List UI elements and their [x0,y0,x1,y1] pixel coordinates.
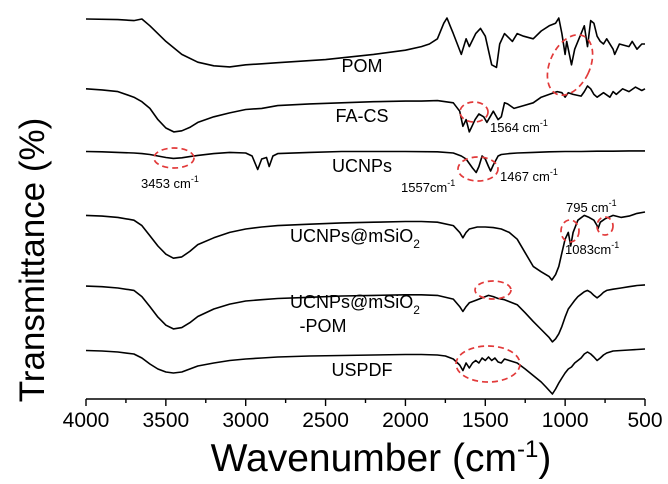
peak-annotation-unit-sup: -1 [540,118,548,128]
x-tick-label: 500 [627,409,662,432]
peak-annotation: 1564 cm-1 [490,118,548,135]
series-label-main: FA-CS [335,106,388,126]
x-axis-title: Wavenumber (cm-1) [211,436,552,480]
x-tick-label: 3500 [142,409,189,432]
series-line-ucnps [85,150,645,174]
peak-annotation-value: 3453 cm [141,176,191,191]
x-axis-title-sup: -1 [517,436,538,463]
x-tick-label: 2000 [382,409,429,432]
series-label: UCNPs [332,156,392,176]
x-tick-label: 1500 [462,409,509,432]
series-line-pom [85,17,645,69]
series-label-main: USPDF [331,360,392,380]
series-label-main: UCNPs@mSiO [290,226,413,246]
highlight-ellipse [596,216,614,236]
highlight-ellipse [560,219,580,243]
series-label: UCNPs@mSiO2 [290,226,420,251]
x-tick-label: 4000 [63,409,110,432]
series-label-line2: -POM [300,316,347,336]
x-tick-label: 3000 [222,409,269,432]
peak-annotation-unit-sup: -1 [550,167,558,177]
series-label: FA-CS [335,106,388,126]
series-label-layer: POMFA-CSUCNPsUCNPs@mSiO2UCNPs@mSiO2-POMU… [290,56,420,380]
peak-annotation: 1557cm-1 [401,178,455,195]
series-label-subscript: 2 [413,303,420,317]
peak-annotation-unit-sup: -1 [191,174,199,184]
highlight-ellipse [459,101,489,123]
peak-annotation-value: 1467 cm [500,169,550,184]
series-line-uspdf [85,348,646,395]
series-label: UCNPs@mSiO2 [290,292,420,317]
peak-annotation: 1467 cm-1 [500,167,558,184]
x-tick-label: 2500 [302,409,349,432]
series-line-ucnps-msio2-pom [85,284,646,343]
highlight-ellipse [455,345,521,383]
series-layer [85,17,646,395]
peak-annotation-value: 1557cm [401,180,447,195]
series-label: POM [341,56,382,76]
highlight-ellipse [474,280,512,300]
peak-annotation: 795 cm-1 [566,198,617,215]
y-axis-title: Transmittance (%) [13,118,52,403]
x-axis-title-close: ) [538,437,551,480]
peak-annotation-unit-sup: -1 [611,240,619,250]
peak-annotation-unit-sup: -1 [609,198,617,208]
series-line-ucnps-msio2 [85,211,646,281]
highlight-layer [153,33,614,383]
peak-annotation-value: 1564 cm [490,120,540,135]
peak-annotation: 3453 cm-1 [141,174,199,191]
x-axis: 4000 3500 3000 2500 2000 1500 1000 500 [63,398,663,432]
peak-annotation-value: 795 cm [566,200,609,215]
peak-annotation-unit-sup: -1 [447,178,455,188]
series-label-main: UCNPs [332,156,392,176]
series-line-fa-cs [85,85,646,133]
peak-annotation-value: 1083cm [565,242,611,257]
x-axis-title-main: Wavenumber (cm [211,437,517,480]
series-label-subscript: 2 [413,237,420,251]
highlight-ellipse [546,33,594,97]
series-label: USPDF [331,360,392,380]
highlight-ellipse [457,156,499,182]
series-label-main: POM [341,56,382,76]
highlight-ellipse [153,147,195,169]
x-tick-label: 1000 [542,409,589,432]
series-label-main: UCNPs@mSiO [290,292,413,312]
peak-annotation: 1083cm-1 [565,240,619,257]
